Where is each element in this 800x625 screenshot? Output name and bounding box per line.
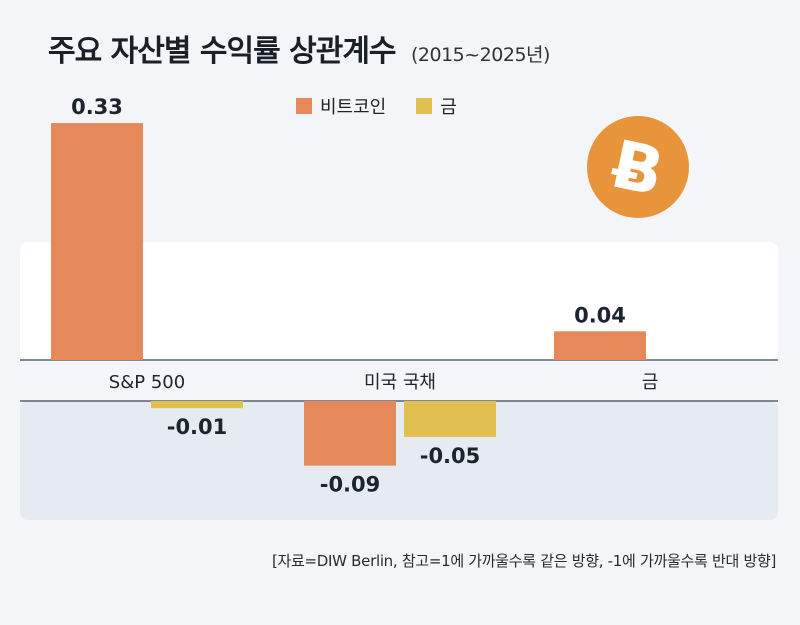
bar-gold-0 <box>151 401 243 409</box>
source-note: [자료=DIW Berlin, 참고=1에 가까울수록 같은 방향, -1에 가… <box>271 552 776 570</box>
legend-item-gold: 금 <box>416 93 457 119</box>
data-label-bitcoin-0: 0.33 <box>71 95 123 119</box>
bar-gold-1 <box>404 401 496 437</box>
data-label-bitcoin-1: -0.09 <box>320 473 381 497</box>
chart-subtitle: (2015~2025년) <box>411 44 550 66</box>
category-label-2: 금 <box>642 372 659 393</box>
bar-bitcoin-2 <box>554 331 646 360</box>
data-label-bitcoin-2: 0.04 <box>574 303 626 327</box>
negative-region <box>20 401 778 520</box>
legend-label-bitcoin: 비트코인 <box>320 97 387 118</box>
data-label-gold-1: -0.05 <box>420 444 481 468</box>
legend-swatch-gold <box>416 98 433 114</box>
bitcoin-coin-icon: Ƀ <box>587 116 689 218</box>
legend-swatch-bitcoin <box>296 98 312 114</box>
bar-bitcoin-1 <box>304 401 396 466</box>
category-label-1: 미국 국채 <box>364 372 436 393</box>
bar-bitcoin-0 <box>51 123 143 360</box>
chart-title: 주요 자산별 수익률 상관계수 (2015~2025년) <box>48 26 550 70</box>
data-label-gold-0: -0.01 <box>167 415 228 439</box>
legend: 비트코인 금 <box>296 93 457 119</box>
legend-item-bitcoin: 비트코인 <box>296 93 386 119</box>
category-label-0: S&P 500 <box>109 372 185 393</box>
positive-region <box>20 242 778 360</box>
legend-label-gold: 금 <box>440 97 457 118</box>
chart-title-text: 주요 자산별 수익률 상관계수 <box>48 34 397 69</box>
